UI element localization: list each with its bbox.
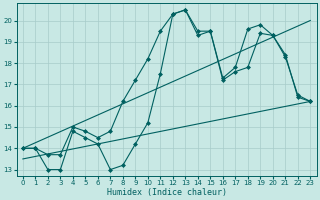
X-axis label: Humidex (Indice chaleur): Humidex (Indice chaleur) — [107, 188, 227, 197]
